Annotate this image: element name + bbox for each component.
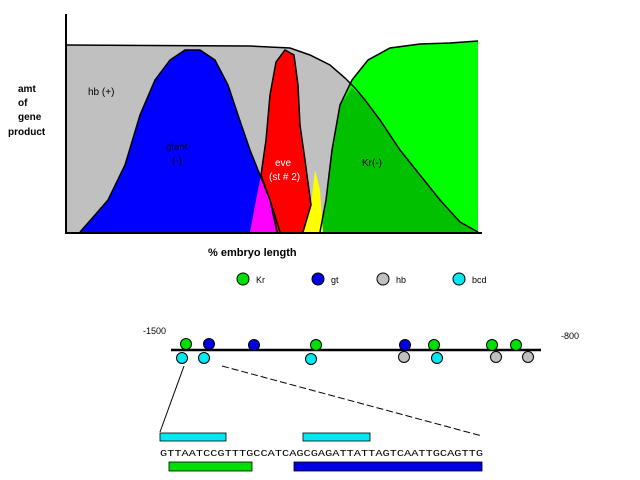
legend-item-gt: gt [311,272,339,286]
kr-site [486,339,498,351]
svg-text:bcd: bcd [472,275,487,285]
kr-site [310,339,322,351]
bcd-binding-bar [302,432,371,442]
dna-sequence: GTTAATCCGTTTGCCATCAGCGAGATTATTAGTCAATTGC… [160,448,483,459]
legend-item-kr: Kr [236,272,265,286]
y-axis-label-1: amt [18,84,36,95]
gt-site [248,339,260,351]
giant-label-2: (-) [172,156,182,167]
legend-item-hb: hb [376,272,406,286]
expression-graph: amt of gene product % embryo length hb (… [8,14,482,259]
binding-sites-below [176,351,534,365]
bcd-binding-bar [159,432,227,442]
binding-sites-above [180,338,522,351]
y-axis-label-2: of [18,98,28,109]
kr-site [180,338,192,350]
y-axis-label-3: gene [18,112,42,123]
legend-item-bcd: bcd [452,272,487,286]
kr-label: Kr(-) [362,158,382,169]
magenta-overlap [250,175,277,232]
sequence-detail: GTTAATCCGTTTGCCATCAGCGAGATTATTAGTCAATTGC… [159,432,483,472]
kr-hb-overlap [320,88,478,232]
bcd-site [431,352,443,364]
hb-site [490,351,502,363]
x-axis-label: % embryo length [208,247,297,259]
eve-label-1: eve [275,158,292,169]
eve-label-2: (st # 2) [269,172,300,183]
svg-text:hb: hb [396,275,406,285]
bcd-site [305,353,317,365]
bcd-site [198,352,210,364]
kr-site [510,339,522,351]
hb-label: hb (+) [88,87,114,98]
bcd-site [176,352,188,364]
legend: Kr gt hb bcd [236,272,487,286]
svg-text:gt: gt [331,275,339,285]
promoter-map: -1500 -800 [143,326,579,437]
gt-site [399,339,411,351]
kr-binding-bar [168,461,253,472]
kr-site [428,339,440,351]
y-axis-label-4: product [8,127,46,138]
gt-binding-bar [293,461,483,472]
svg-text:Kr: Kr [256,275,265,285]
zoom-line-left [159,365,185,433]
promoter-left-label: -1500 [143,326,166,336]
zoom-line-right [221,365,483,437]
promoter-right-label: -800 [561,331,579,341]
hb-site [398,351,410,363]
gt-site [203,338,215,350]
hb-site [522,351,534,363]
giant-label-1: giant [166,142,188,153]
giant-region [80,50,280,232]
